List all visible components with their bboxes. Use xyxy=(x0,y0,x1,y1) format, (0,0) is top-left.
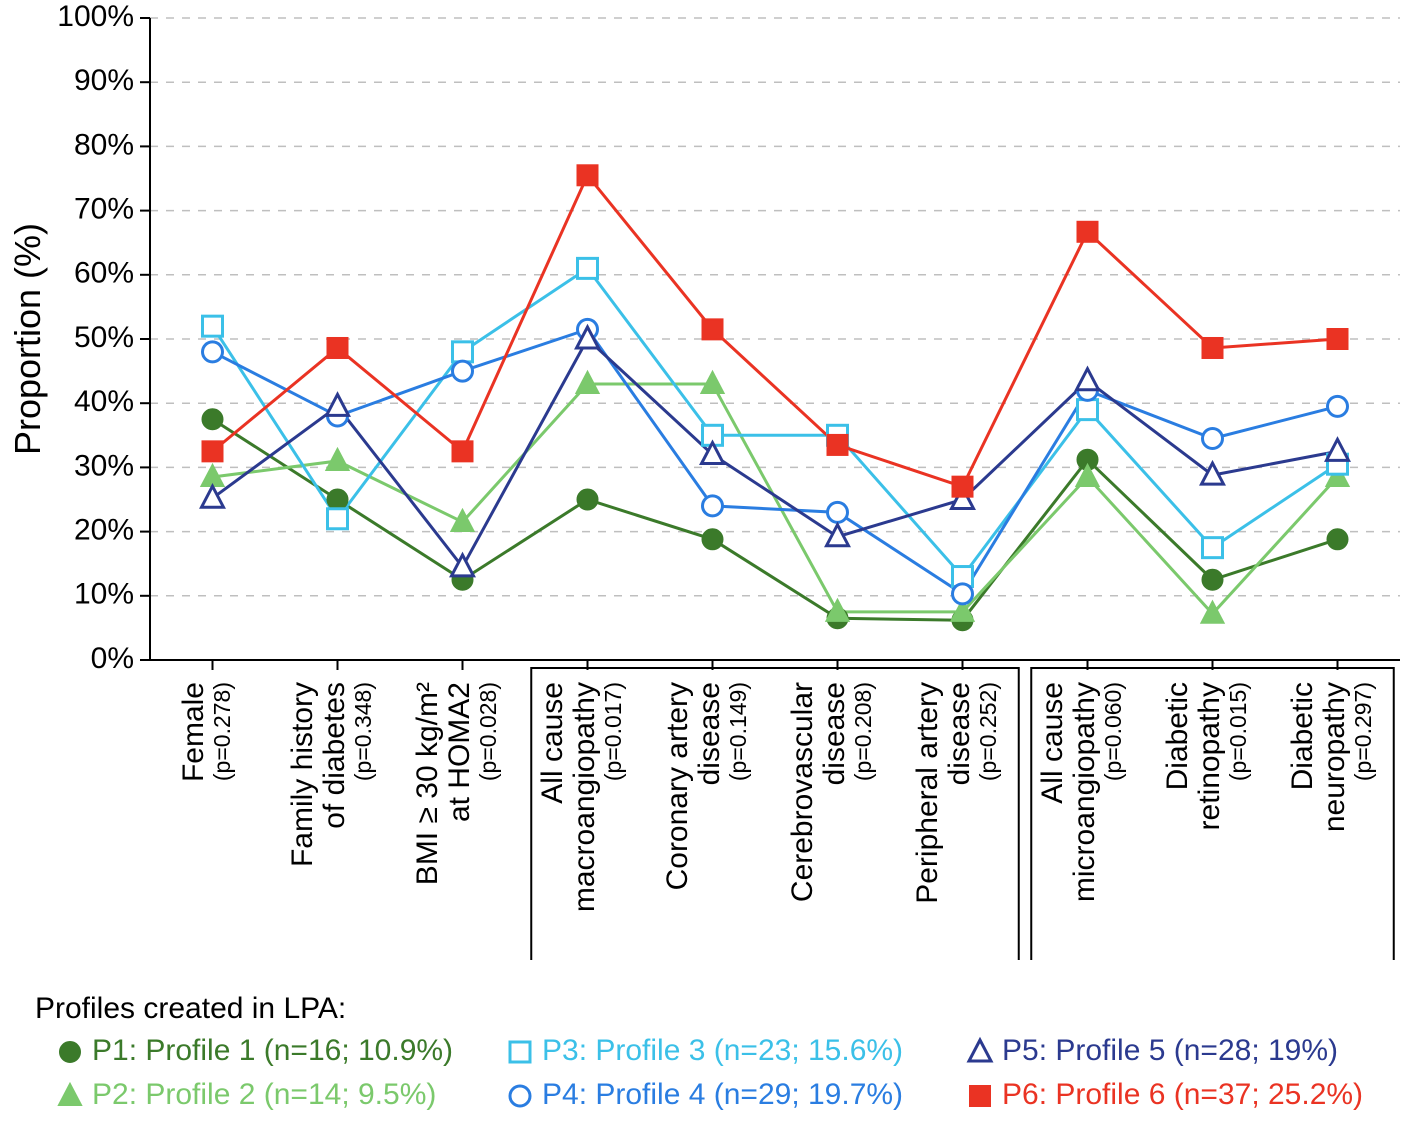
xtick-label: macroangiopathy xyxy=(568,682,601,912)
xtick-label: disease xyxy=(693,682,726,785)
xtick-label: Cerebrovascular xyxy=(786,682,819,902)
xtick-pvalue: (p=0.297) xyxy=(1350,682,1376,781)
xtick-label: Diabetic xyxy=(1161,682,1194,790)
xtick-pvalue: (p=0.028) xyxy=(475,682,501,781)
xtick-pvalue: (p=0.149) xyxy=(725,682,751,781)
legend-title: Profiles created in LPA: xyxy=(35,992,346,1025)
legend-item-p1: P1: Profile 1 (n=16; 10.9%) xyxy=(92,1034,453,1067)
xtick-pvalue: (p=0.278) xyxy=(209,682,235,781)
ytick-label: 80% xyxy=(74,128,134,161)
xtick-label: Coronary artery xyxy=(661,682,694,890)
xtick-label: disease xyxy=(818,682,851,785)
ytick-label: 60% xyxy=(74,257,134,290)
xtick-label: neuropathy xyxy=(1318,682,1351,832)
ytick-label: 40% xyxy=(74,385,134,418)
ytick-label: 50% xyxy=(74,321,134,354)
xtick-label: Peripheral artery xyxy=(911,682,944,904)
legend-item-p4: P4: Profile 4 (n=29; 19.7%) xyxy=(542,1078,903,1111)
ytick-label: 100% xyxy=(57,0,134,33)
xtick-label: microangiopathy xyxy=(1068,682,1101,902)
xtick-label: Family history xyxy=(286,682,319,867)
line-chart: 0% 10% 20% 30% 40% 50% 60% 70% 80% 90% 100% Proport… xyxy=(0,0,1418,1122)
xtick-pvalue: (p=0.017) xyxy=(600,682,626,781)
legend-item-p3: P3: Profile 3 (n=23; 15.6%) xyxy=(542,1034,903,1067)
xtick-pvalue: (p=0.348) xyxy=(350,682,376,781)
ytick-label: 70% xyxy=(74,193,134,226)
xtick-pvalue: (p=0.208) xyxy=(850,682,876,781)
xtick-label: All cause xyxy=(536,682,569,804)
legend-item-p5: P5: Profile 5 (n=28; 19%) xyxy=(1002,1034,1338,1067)
y-axis-label: Proportion (%) xyxy=(7,223,48,455)
ytick-label: 0% xyxy=(91,642,134,675)
xtick-label: retinopathy xyxy=(1193,682,1226,830)
xtick-label: BMI ≥ 30 kg/m² xyxy=(411,682,444,885)
xtick-label: Female xyxy=(177,682,210,782)
xtick-pvalue: (p=0.015) xyxy=(1225,682,1251,781)
legend-item-p2: P2: Profile 2 (n=14; 9.5%) xyxy=(92,1078,436,1111)
chart-container: 0% 10% 20% 30% 40% 50% 60% 70% 80% 90% 100% Proport… xyxy=(0,0,1418,1122)
ytick-label: 10% xyxy=(74,578,134,611)
ytick-label: 30% xyxy=(74,449,134,482)
xtick-label: of diabetes xyxy=(318,682,351,829)
legend-item-p6: P6: Profile 6 (n=37; 25.2%) xyxy=(1002,1078,1363,1111)
xtick-label: at HOMA2 xyxy=(443,682,476,822)
xtick-label: All cause xyxy=(1036,682,1069,804)
xtick-label: disease xyxy=(943,682,976,785)
xtick-pvalue: (p=0.060) xyxy=(1100,682,1126,781)
ytick-label: 20% xyxy=(74,514,134,547)
ytick-label: 90% xyxy=(74,64,134,97)
xtick-pvalue: (p=0.252) xyxy=(975,682,1001,781)
xtick-label: Diabetic xyxy=(1286,682,1319,790)
